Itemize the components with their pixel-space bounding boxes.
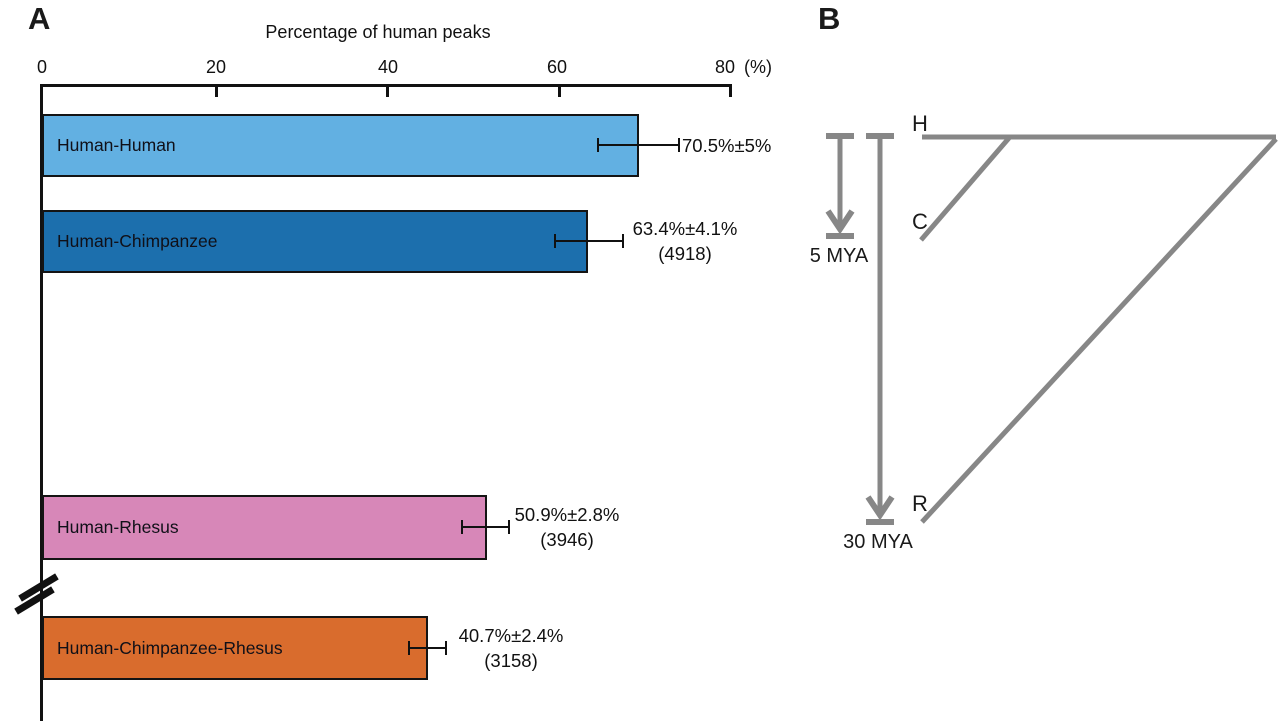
chart-title: Percentage of human peaks [265,22,491,42]
panel-a-label: A [28,1,51,36]
value-label-human-chimpanzee-rhesus: 40.7%±2.4% (3158) [451,623,571,673]
taxon-label-chimpanzee: C [912,209,928,234]
bar-label: Human-Chimpanzee [57,231,218,251]
error-bar-human-rhesus [461,520,510,534]
divergence-arrow-5mya [825,133,855,239]
value-label-human-rhesus: 50.9%±2.8% (3946) [506,502,628,552]
bar-label: Human-Rhesus [57,517,179,537]
value-label-human-chimpanzee: 63.4%±4.1% (4918) [622,216,748,266]
x-tick-label-40: 40 [377,57,399,77]
bar-label: Human-Chimpanzee-Rhesus [57,637,283,658]
count-text: (3946) [540,529,594,550]
value-text: 50.9%±2.8% [514,504,620,525]
value-label-human-human: 70.5%±5% [682,133,771,158]
x-tick-label-80: 80 [714,57,736,77]
branch-rhesus [920,137,1278,524]
x-tick-label-60: 60 [546,57,568,77]
x-tick-label-20: 20 [205,57,227,77]
taxon-label-rhesus: R [912,491,928,516]
x-axis-tick-20 [215,84,218,97]
x-axis-tick-80 [729,84,732,97]
error-bar-human-chimpanzee [554,234,624,248]
y-axis-line [40,84,43,721]
error-bar-human-chimpanzee-rhesus [408,641,447,655]
error-bar-human-human [597,138,680,152]
panel-b-label: B [818,1,841,36]
x-axis-unit-label: (%) [744,57,772,77]
bar-label: Human-Human [57,135,176,155]
count-text: (3158) [484,650,538,671]
bar-human-rhesus: Human-Rhesus [42,495,487,560]
taxon-label-human: H [912,111,928,136]
value-text: 40.7%±2.4% [458,625,564,646]
value-text: 63.4%±4.1% [632,218,738,239]
annotation-5mya: 5 MYA [810,245,869,267]
phylogenetic-tree: H C R 5 MYA 30 MYA [810,111,1278,553]
x-axis-tick-60 [558,84,561,97]
x-axis-tick-40 [386,84,389,97]
branch-chimpanzee [919,136,1011,242]
count-text: (4918) [658,243,712,264]
annotation-30mya: 30 MYA [843,531,913,553]
bar-human-chimpanzee: Human-Chimpanzee [42,210,588,273]
bar-human-human: Human-Human [42,114,639,177]
divergence-arrow-30mya [865,133,895,525]
value-text: 70.5%±5% [682,135,772,156]
bar-human-chimpanzee-rhesus: Human-Chimpanzee-Rhesus [42,616,428,680]
x-tick-label-0: 0 [36,57,48,77]
